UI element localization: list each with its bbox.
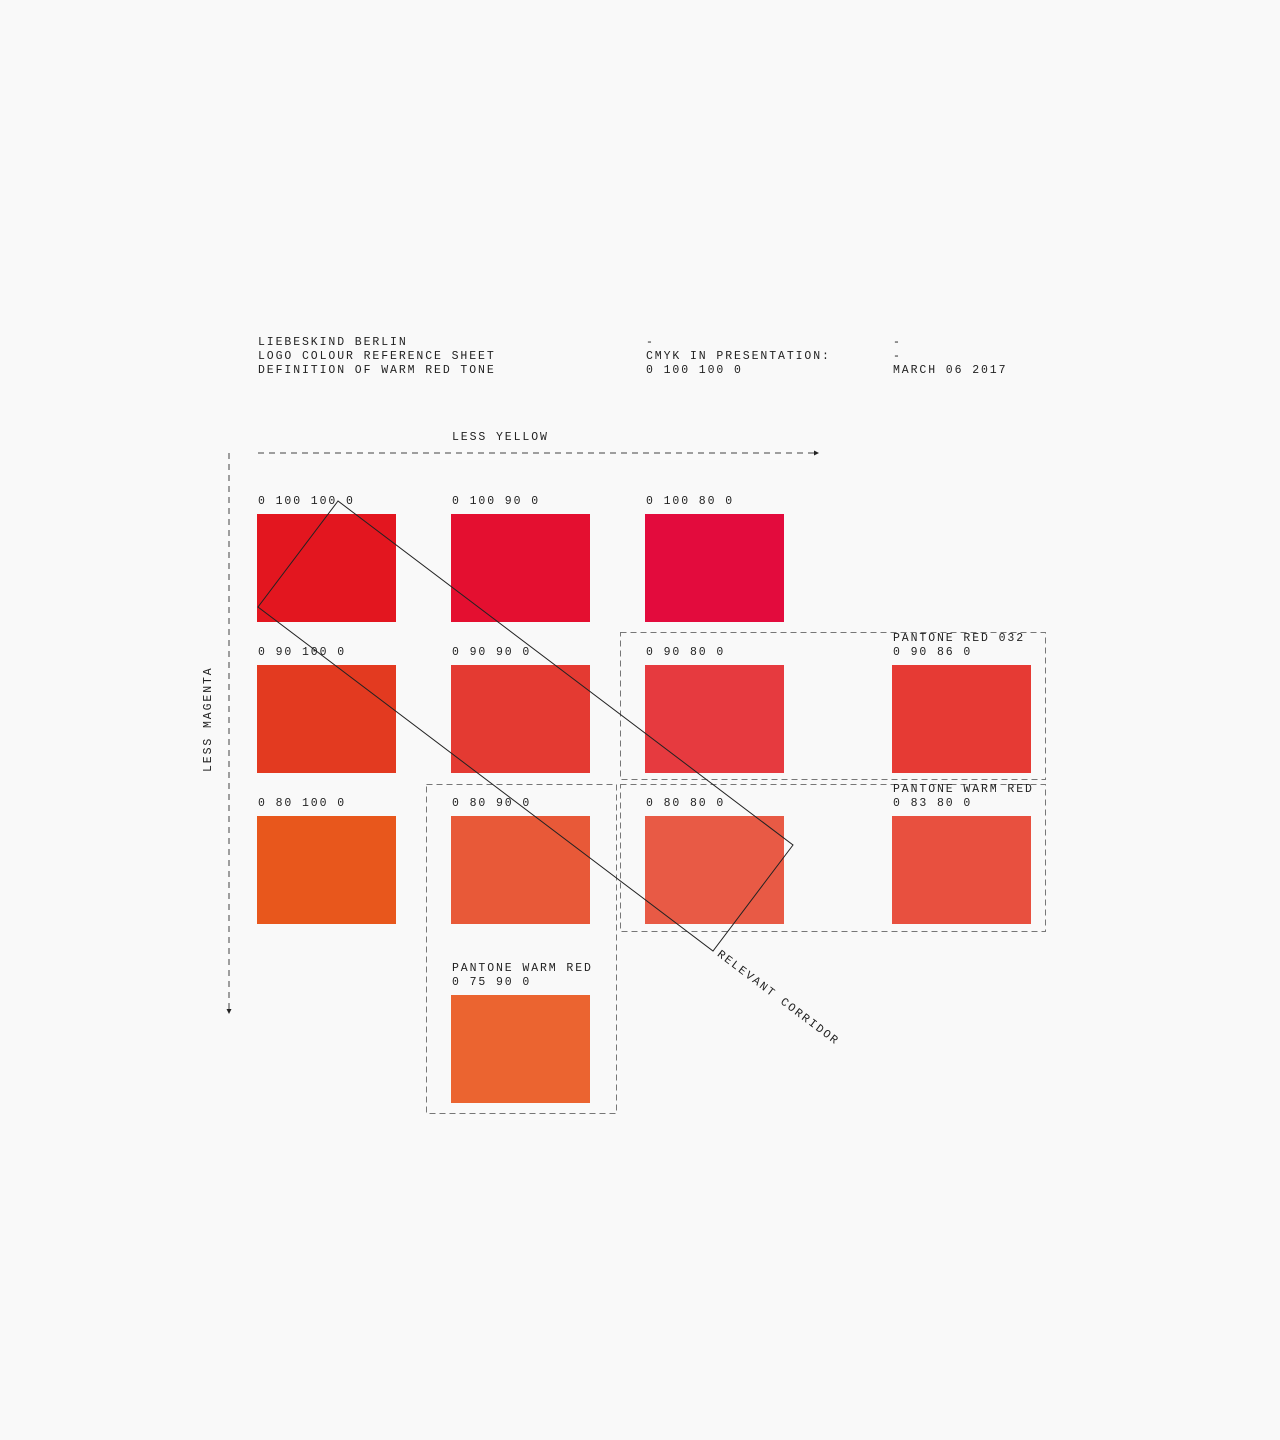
dash: - xyxy=(893,336,902,349)
swatch-name: PANTONE RED 032 xyxy=(893,632,1026,645)
cmyk-label: CMYK IN PRESENTATION: xyxy=(646,350,831,363)
swatch-cmyk-label: 0 90 100 0 xyxy=(258,646,347,659)
swatch-cmyk-label: 0 100 100 0 xyxy=(258,495,355,508)
colour-swatch xyxy=(451,995,590,1103)
swatch-cmyk-label: 0 90 80 0 xyxy=(646,646,726,659)
swatch-cmyk-label: 0 80 90 0 xyxy=(452,797,532,810)
swatch-cmyk-label: 0 80 80 0 xyxy=(646,797,726,810)
dash: - xyxy=(893,350,902,363)
swatch-name: PANTONE WARM RED xyxy=(452,962,593,975)
swatch-name: PANTONE WARM RED xyxy=(893,783,1034,796)
colour-swatch xyxy=(645,816,784,924)
swatch-cmyk-label: 0 100 80 0 xyxy=(646,495,735,508)
swatch-cmyk-label: 0 100 90 0 xyxy=(452,495,541,508)
date: MARCH 06 2017 xyxy=(893,364,1008,377)
group-box-col2 xyxy=(426,784,617,1114)
brand-name: LIEBESKIND BERLIN xyxy=(258,336,408,349)
swatch-cmyk-label: 0 83 80 0 xyxy=(893,797,973,810)
colour-swatch xyxy=(257,816,396,924)
swatch-cmyk-label: 0 75 90 0 xyxy=(452,976,532,989)
colour-swatch xyxy=(892,665,1031,773)
colour-swatch xyxy=(451,665,590,773)
swatch-cmyk-label: 0 80 100 0 xyxy=(258,797,347,810)
sheet-subtitle: DEFINITION OF WARM RED TONE xyxy=(258,364,496,377)
cmyk-value: 0 100 100 0 xyxy=(646,364,743,377)
group-box-row2 xyxy=(620,632,1046,780)
dash: - xyxy=(646,336,655,349)
colour-swatch xyxy=(892,816,1031,924)
x-axis-label: LESS YELLOW xyxy=(452,431,549,444)
colour-swatch xyxy=(645,665,784,773)
colour-swatch xyxy=(257,514,396,622)
sheet-title: LOGO COLOUR REFERENCE SHEET xyxy=(258,350,496,363)
colour-swatch xyxy=(257,665,396,773)
colour-swatch xyxy=(451,816,590,924)
relevant-corridor-outline xyxy=(257,500,794,952)
group-box-row3 xyxy=(620,784,1046,932)
colour-swatch xyxy=(645,514,784,622)
swatch-cmyk-label: 0 90 90 0 xyxy=(452,646,532,659)
swatch-cmyk-label: 0 90 86 0 xyxy=(893,646,973,659)
x-axis-arrowhead xyxy=(814,450,819,456)
y-axis-arrowhead xyxy=(226,1009,232,1014)
